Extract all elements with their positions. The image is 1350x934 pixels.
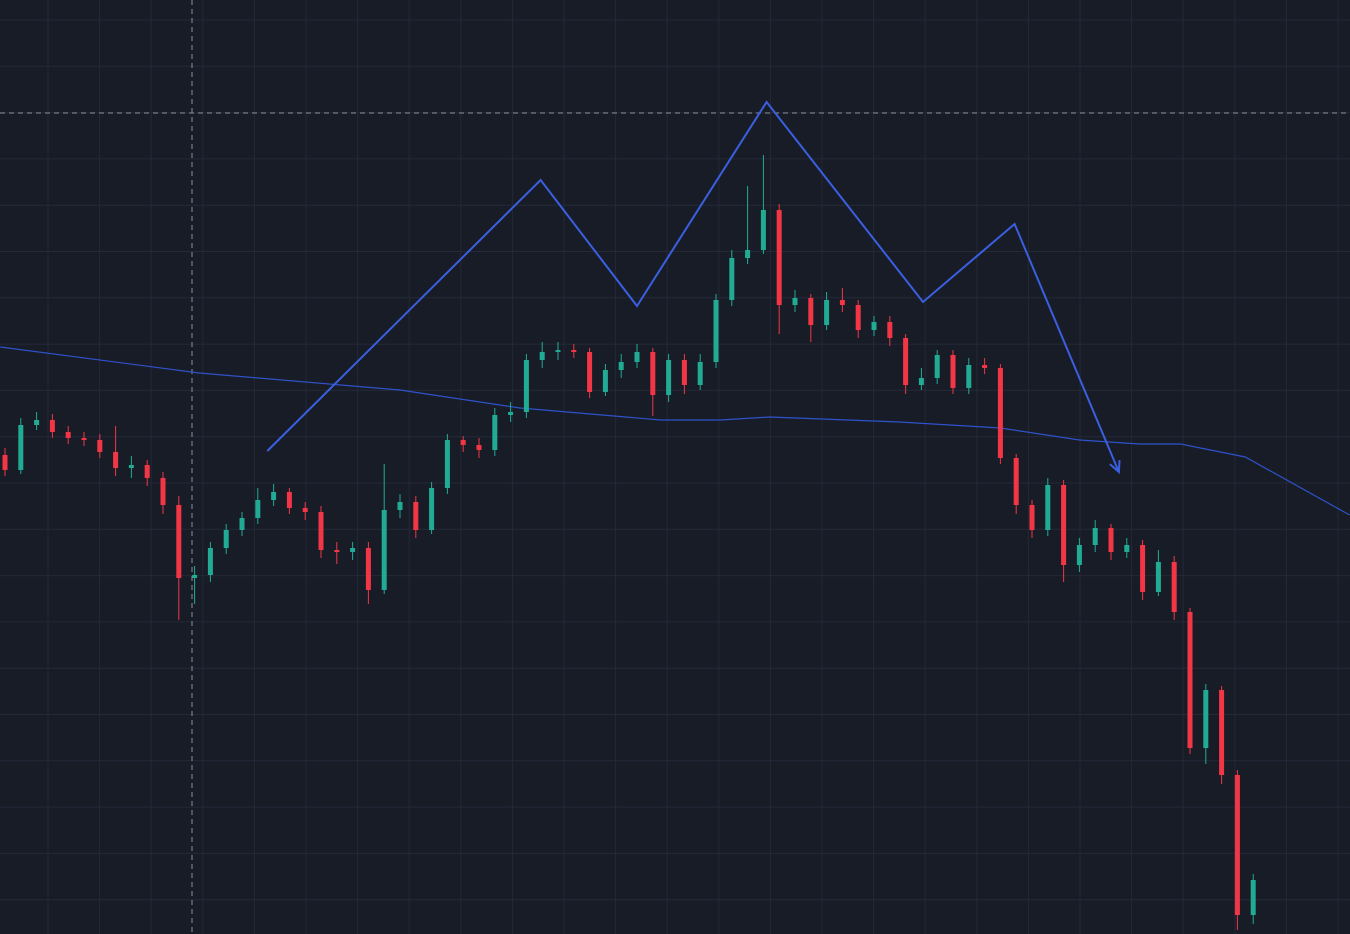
candle-body — [255, 500, 261, 518]
candle-body — [49, 420, 55, 432]
candle-body — [460, 440, 466, 445]
candle-body — [697, 362, 703, 385]
candle-body — [950, 355, 956, 388]
candle-body — [760, 210, 766, 250]
candle-body — [176, 505, 182, 578]
candle-body — [81, 438, 87, 440]
candle-body — [476, 445, 482, 450]
candle-body — [966, 365, 972, 388]
candle-body — [729, 258, 735, 300]
candle-body — [365, 548, 371, 590]
candle-body — [1171, 562, 1177, 612]
candle-body — [1061, 485, 1067, 565]
candle-body — [508, 412, 514, 415]
candle-body — [444, 440, 450, 488]
candle-body — [918, 378, 924, 385]
candle-body — [113, 452, 119, 468]
candle-body — [839, 300, 845, 305]
candle-body — [2, 455, 8, 470]
candle-body — [650, 352, 656, 395]
candle-body — [192, 575, 198, 578]
candle-body — [571, 350, 577, 352]
candle-body — [160, 478, 166, 505]
candle-body — [666, 360, 672, 395]
candle-body — [681, 360, 687, 385]
candle-body — [745, 250, 751, 258]
candle-body — [539, 352, 545, 360]
candle-body — [207, 548, 213, 575]
candle-body — [1124, 545, 1130, 552]
candle-body — [1029, 505, 1035, 530]
candle-body — [1140, 545, 1146, 592]
candle-body — [1203, 690, 1209, 748]
pattern-arrowhead — [1109, 459, 1121, 475]
ma-line — [0, 346, 1350, 516]
candle-body — [97, 440, 103, 452]
candle-body — [713, 300, 719, 362]
candle-body — [350, 548, 356, 552]
candle-body — [997, 368, 1003, 458]
candle-body — [492, 415, 498, 450]
candle-body — [1076, 545, 1082, 565]
candle-body — [1155, 562, 1161, 592]
candle-body — [934, 355, 940, 378]
candle-body — [618, 362, 624, 370]
candle-body — [334, 550, 340, 552]
candle-body — [34, 420, 40, 425]
candle-body — [887, 322, 893, 338]
candle-body — [602, 370, 608, 392]
candle-body — [413, 502, 419, 530]
candle-body — [144, 465, 150, 478]
candle-body — [18, 425, 24, 470]
candle-body — [429, 488, 435, 530]
candle-body — [1234, 775, 1240, 915]
candle-body — [1250, 880, 1256, 915]
candle-body — [808, 298, 814, 325]
candle-body — [65, 432, 71, 438]
candle-body — [982, 365, 988, 368]
candle-body — [871, 322, 877, 330]
candle-body — [634, 352, 640, 362]
candle-body — [381, 510, 387, 590]
candle-body — [1045, 485, 1051, 530]
candle-body — [792, 298, 798, 305]
candle-body — [855, 305, 861, 330]
candle-body — [1092, 528, 1098, 545]
candle-body — [903, 338, 909, 385]
candle-body — [318, 512, 324, 550]
candle-body — [587, 352, 593, 392]
candle-body — [1219, 690, 1225, 775]
candle-body — [302, 508, 308, 512]
candle-body — [397, 502, 403, 510]
candle-body — [271, 492, 277, 500]
pattern-line — [266, 100, 1120, 473]
candle-body — [223, 530, 229, 548]
candle-body — [776, 210, 782, 305]
candle-body — [239, 518, 245, 530]
candle-body — [1013, 458, 1019, 505]
candle-body — [523, 360, 529, 412]
candle-body — [128, 465, 134, 468]
candle-body — [1108, 528, 1114, 552]
candle-body — [286, 492, 292, 508]
candle-body — [1187, 612, 1193, 748]
plot-area — [0, 100, 1350, 930]
candle-body — [824, 300, 830, 325]
candle-body — [555, 350, 561, 352]
